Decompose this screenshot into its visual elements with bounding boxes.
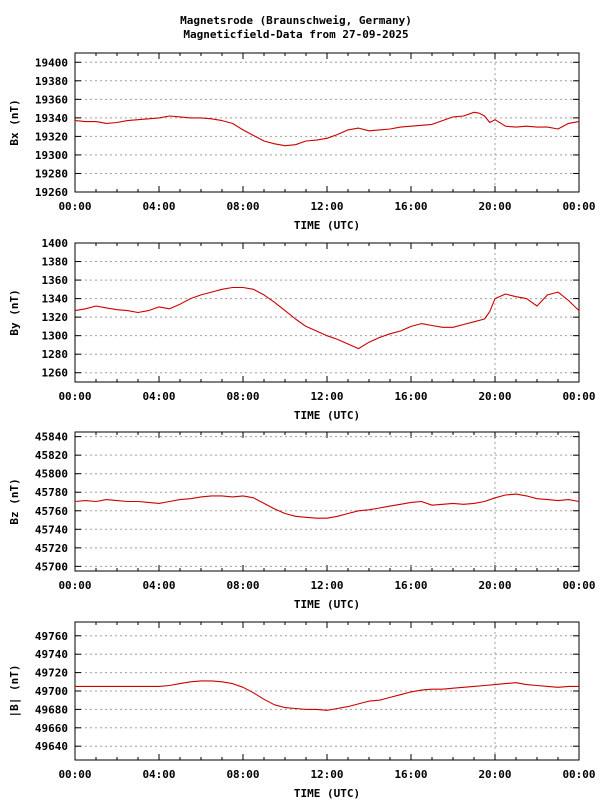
by-x-tick-label: 16:00 (394, 390, 427, 403)
b-total-y-tick-label: 49740 (35, 648, 68, 661)
bz-y-tick-label: 45740 (35, 523, 68, 536)
bz-x-tick-label: 12:00 (310, 579, 343, 592)
bx-x-tick-label: 20:00 (478, 200, 511, 213)
b-total-y-tick-label: 49720 (35, 667, 68, 680)
b-total-y-tick-label: 49700 (35, 685, 68, 698)
bz-y-tick-label: 45840 (35, 431, 68, 444)
by-y-tick-label: 1300 (42, 330, 69, 343)
by-y-tick-label: 1260 (42, 367, 69, 380)
bz-y-tick-label: 45720 (35, 542, 68, 555)
bx-chart-panel: 00:00 04:00 08:00 12:00 16:00 20:00 00:0019260… (8, 52, 596, 232)
by-x-tick-label: 20:00 (478, 390, 511, 403)
bz-y-tick-label: 45800 (35, 468, 68, 481)
by-series-line (74, 286, 580, 350)
b-total-y-tick-label: 49760 (35, 630, 68, 643)
by-y-tick-label: 1280 (42, 348, 69, 361)
bx-y-tick-label: 19280 (35, 167, 68, 180)
bz-x-tick-label: 16:00 (394, 579, 427, 592)
b-total-x-tick-label: 08:00 (226, 768, 259, 781)
bx-y-tick-label: 19320 (35, 130, 68, 143)
by-x-tick-label: 00:00 (562, 390, 595, 403)
bz-series-line (74, 493, 580, 519)
bz-y-tick-label: 45820 (35, 449, 68, 462)
bz-x-tick-label: 04:00 (142, 579, 175, 592)
bz-x-tick-label: 20:00 (478, 579, 511, 592)
by-x-tick-label: 08:00 (226, 390, 259, 403)
bx-x-tick-label: 12:00 (310, 200, 343, 213)
bz-y-axis-label: Bz (nT) (8, 478, 21, 524)
by-y-tick-label: 1320 (42, 311, 69, 324)
bz-chart-panel: 00:00 04:00 08:00 12:00 16:00 20:00 00:00 45700… (8, 431, 596, 611)
by-x-tick-label: 04:00 (142, 390, 175, 403)
bx-y-tick-label: 19340 (35, 112, 68, 125)
by-x-axis-label: TIME (UTC) (294, 409, 360, 422)
bx-y-axis-label: Bx (nT) (8, 99, 21, 145)
by-x-tick-label: 12:00 (310, 390, 343, 403)
bx-x-axis-label: TIME (UTC) (294, 219, 360, 232)
b-total-x-tick-label: 00:00 (58, 768, 91, 781)
b-total-y-tick-label: 49680 (35, 703, 68, 716)
bx-series-line (74, 111, 580, 147)
by-y-tick-label: 1400 (42, 237, 69, 250)
b-total-x-axis-label: TIME (UTC) (294, 787, 360, 800)
by-y-tick-label: 1380 (42, 256, 69, 269)
b-total-plot-frame (74, 621, 580, 761)
by-chart-panel: 00:00 04:00 08:00 12:00 16:00 20:00 00:00 1260 1… (8, 237, 596, 422)
bx-y-tick-label: 19300 (35, 149, 68, 162)
by-y-axis-label: By (nT) (8, 289, 21, 335)
bz-x-axis-label: TIME (UTC) (294, 598, 360, 611)
b-total-x-tick-label: 04:00 (142, 768, 175, 781)
b-total-x-tick-label: 00:00 (562, 768, 595, 781)
by-y-tick-label: 1340 (42, 293, 69, 306)
bx-y-tick-label: 19400 (35, 56, 68, 69)
bx-x-tick-label: 00:00 (562, 200, 595, 213)
b-total-y-tick-label: 49660 (35, 722, 68, 735)
bx-y-tick-label: 19380 (35, 75, 68, 88)
by-y-tick-label: 1360 (42, 274, 69, 287)
bx-x-tick-label: 16:00 (394, 200, 427, 213)
by-x-tick-label: 00:00 (58, 390, 91, 403)
b-total-x-tick-label: 12:00 (310, 768, 343, 781)
bz-x-tick-label: 00:00 (58, 579, 91, 592)
bz-x-tick-label: 08:00 (226, 579, 259, 592)
bx-x-tick-label: 00:00 (58, 200, 91, 213)
bx-x-tick-label: 04:00 (142, 200, 175, 213)
b-total-y-tick-label: 49640 (35, 740, 68, 753)
figure-title-line1: Magnetsrode (Braunschweig, Germany) (180, 14, 412, 27)
b-total-series-line (75, 680, 579, 711)
bz-y-tick-label: 45760 (35, 505, 68, 518)
bz-y-tick-label: 45780 (35, 486, 68, 499)
bx-y-tick-label: 19260 (35, 186, 68, 199)
b-total-y-axis-label: |B| (nT) (8, 665, 21, 718)
bx-plot-frame (74, 52, 580, 193)
figure-title-line2: Magneticfield-Data from 27-09-2025 (183, 28, 408, 41)
bx-x-tick-label: 08:00 (226, 200, 259, 213)
bx-y-tick-label: 19360 (35, 93, 68, 106)
bz-x-tick-label: 00:00 (562, 579, 595, 592)
b-total-x-tick-label: 16:00 (394, 768, 427, 781)
bz-y-tick-label: 45700 (35, 560, 68, 573)
by-plot-frame (74, 242, 580, 383)
b-total-x-tick-label: 20:00 (478, 768, 511, 781)
